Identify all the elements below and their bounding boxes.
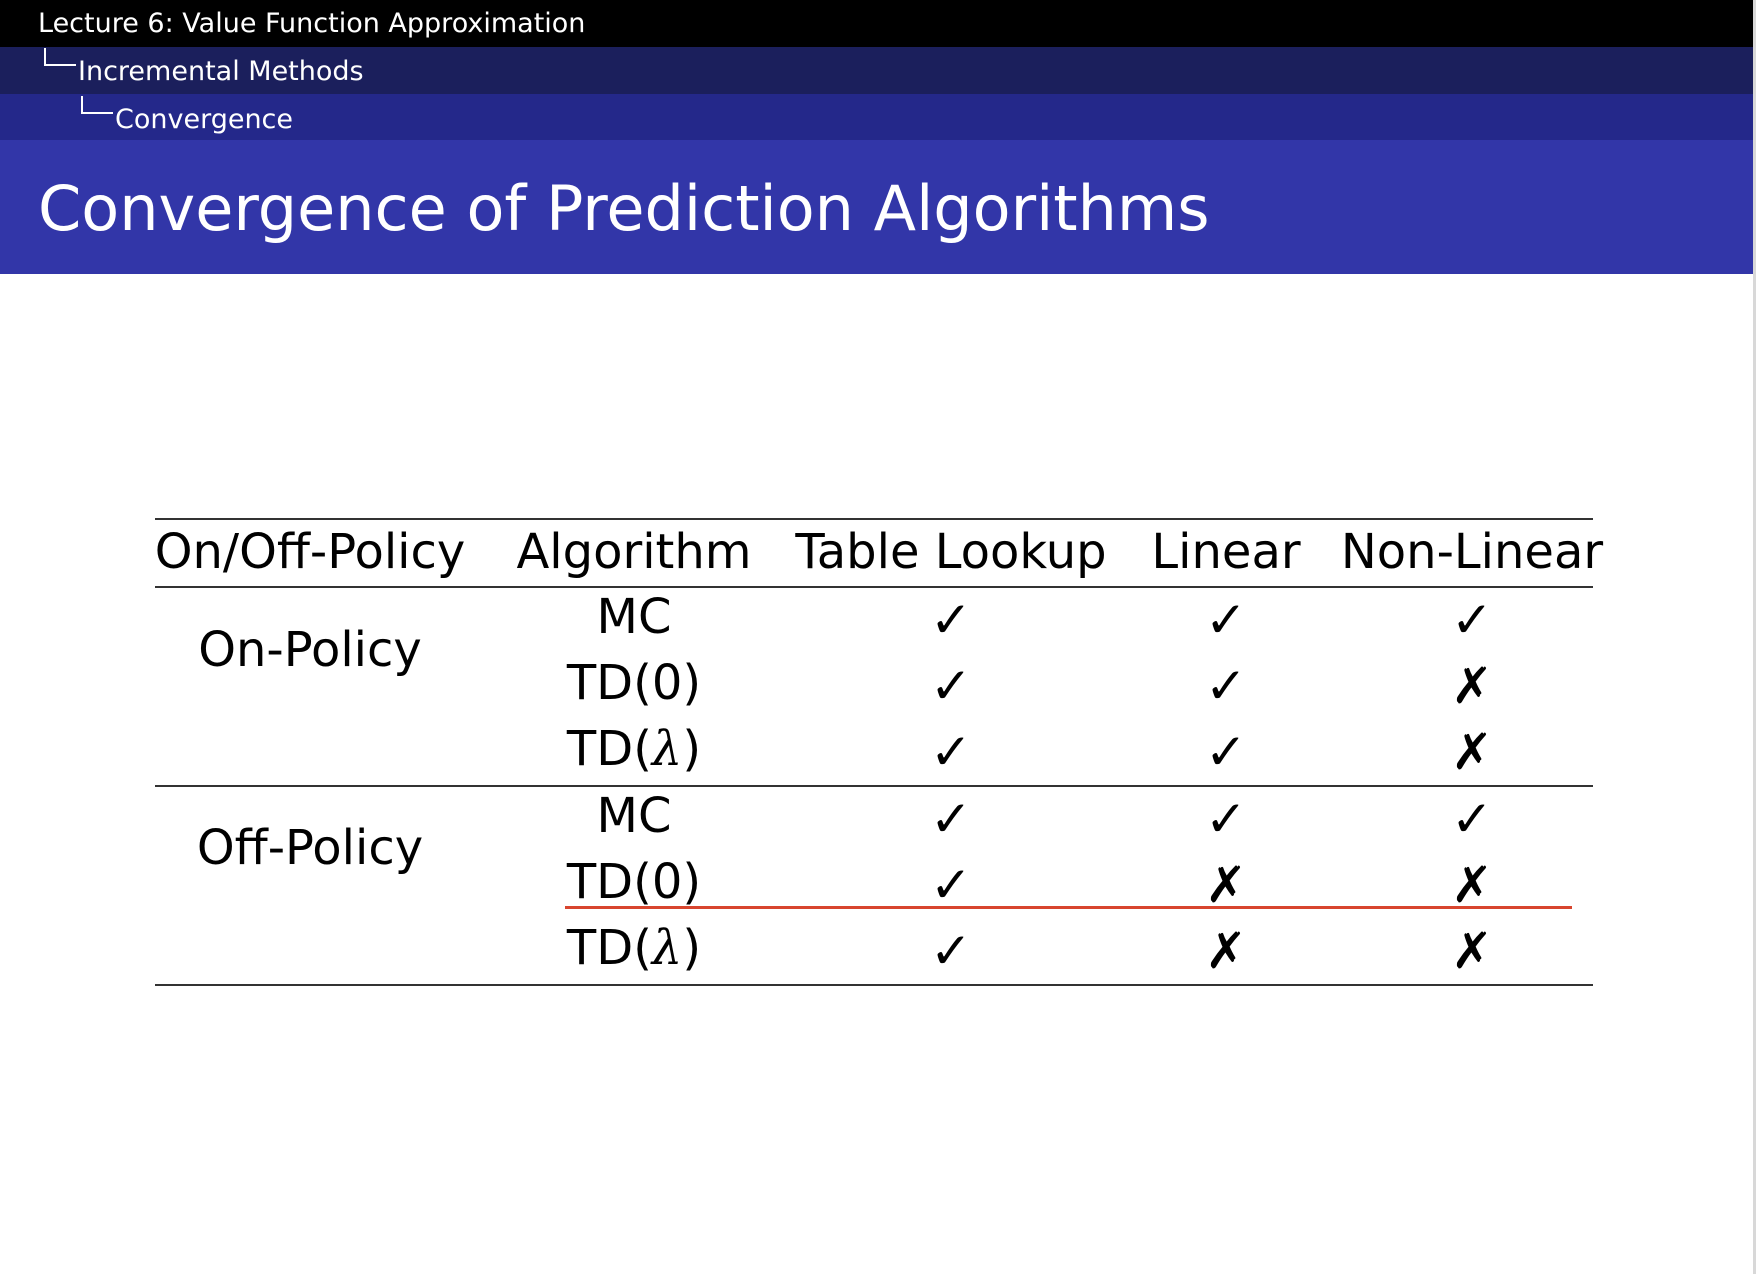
header-non-linear: Non-Linear bbox=[1340, 524, 1604, 580]
algorithm-cell: MC bbox=[596, 589, 672, 645]
tree-branch-icon bbox=[44, 48, 76, 66]
window-edge bbox=[1753, 0, 1756, 1274]
header-algorithm: Algorithm bbox=[516, 524, 752, 580]
cross-icon: ✗ bbox=[1205, 922, 1247, 980]
table-top-rule bbox=[155, 518, 1593, 520]
breadcrumb-subsection-label: Convergence bbox=[115, 104, 294, 135]
algorithm-cell: TD(λ) bbox=[566, 721, 702, 777]
check-icon: ✓ bbox=[930, 856, 972, 914]
check-icon: ✓ bbox=[930, 922, 972, 980]
algorithm-cell: TD(0) bbox=[566, 854, 702, 910]
check-icon: ✓ bbox=[930, 790, 972, 848]
check-icon: ✓ bbox=[1205, 790, 1247, 848]
check-icon: ✓ bbox=[930, 723, 972, 781]
check-icon: ✓ bbox=[1205, 591, 1247, 649]
breadcrumb-subsection: Convergence bbox=[0, 94, 1753, 140]
lambda-symbol: λ bbox=[651, 721, 683, 777]
cross-icon: ✗ bbox=[1451, 922, 1493, 980]
check-icon: ✓ bbox=[1205, 723, 1247, 781]
cross-icon: ✗ bbox=[1205, 856, 1247, 914]
title-bar bbox=[0, 140, 1753, 274]
header-table-lookup: Table Lookup bbox=[795, 524, 1107, 580]
breadcrumb-lecture: Lecture 6: Value Function Approximation bbox=[0, 0, 1753, 47]
slide-title: Convergence of Prediction Algorithms bbox=[38, 172, 1210, 245]
breadcrumb-section-label: Incremental Methods bbox=[78, 56, 364, 87]
table-header-rule bbox=[155, 586, 1593, 588]
convergence-table: On/Off-Policy Algorithm Table Lookup Lin… bbox=[154, 518, 1603, 986]
table-bottom-rule bbox=[155, 984, 1593, 986]
algorithm-cell: MC bbox=[596, 788, 672, 844]
algorithm-cell: TD(λ) bbox=[566, 920, 702, 976]
cross-icon: ✗ bbox=[1451, 856, 1493, 914]
table-group-rule bbox=[155, 785, 1593, 787]
algorithm-cell: TD(0) bbox=[566, 655, 702, 711]
breadcrumb-section: Incremental Methods bbox=[0, 47, 1753, 94]
header-linear: Linear bbox=[1151, 524, 1301, 580]
group-label-off-policy: Off-Policy bbox=[196, 820, 424, 876]
cross-icon: ✗ bbox=[1451, 723, 1493, 781]
group-label-on-policy: On-Policy bbox=[198, 622, 422, 678]
breadcrumb-lecture-label: Lecture 6: Value Function Approximation bbox=[38, 8, 586, 39]
lambda-symbol: λ bbox=[651, 920, 683, 976]
header-on-off-policy: On/Off-Policy bbox=[154, 524, 466, 580]
cross-icon: ✗ bbox=[1451, 657, 1493, 715]
check-icon: ✓ bbox=[1205, 657, 1247, 715]
tree-branch-icon bbox=[81, 96, 113, 114]
check-icon: ✓ bbox=[930, 657, 972, 715]
annotation-underline bbox=[565, 906, 1572, 909]
check-icon: ✓ bbox=[1451, 591, 1493, 649]
check-icon: ✓ bbox=[1451, 790, 1493, 848]
check-icon: ✓ bbox=[930, 591, 972, 649]
